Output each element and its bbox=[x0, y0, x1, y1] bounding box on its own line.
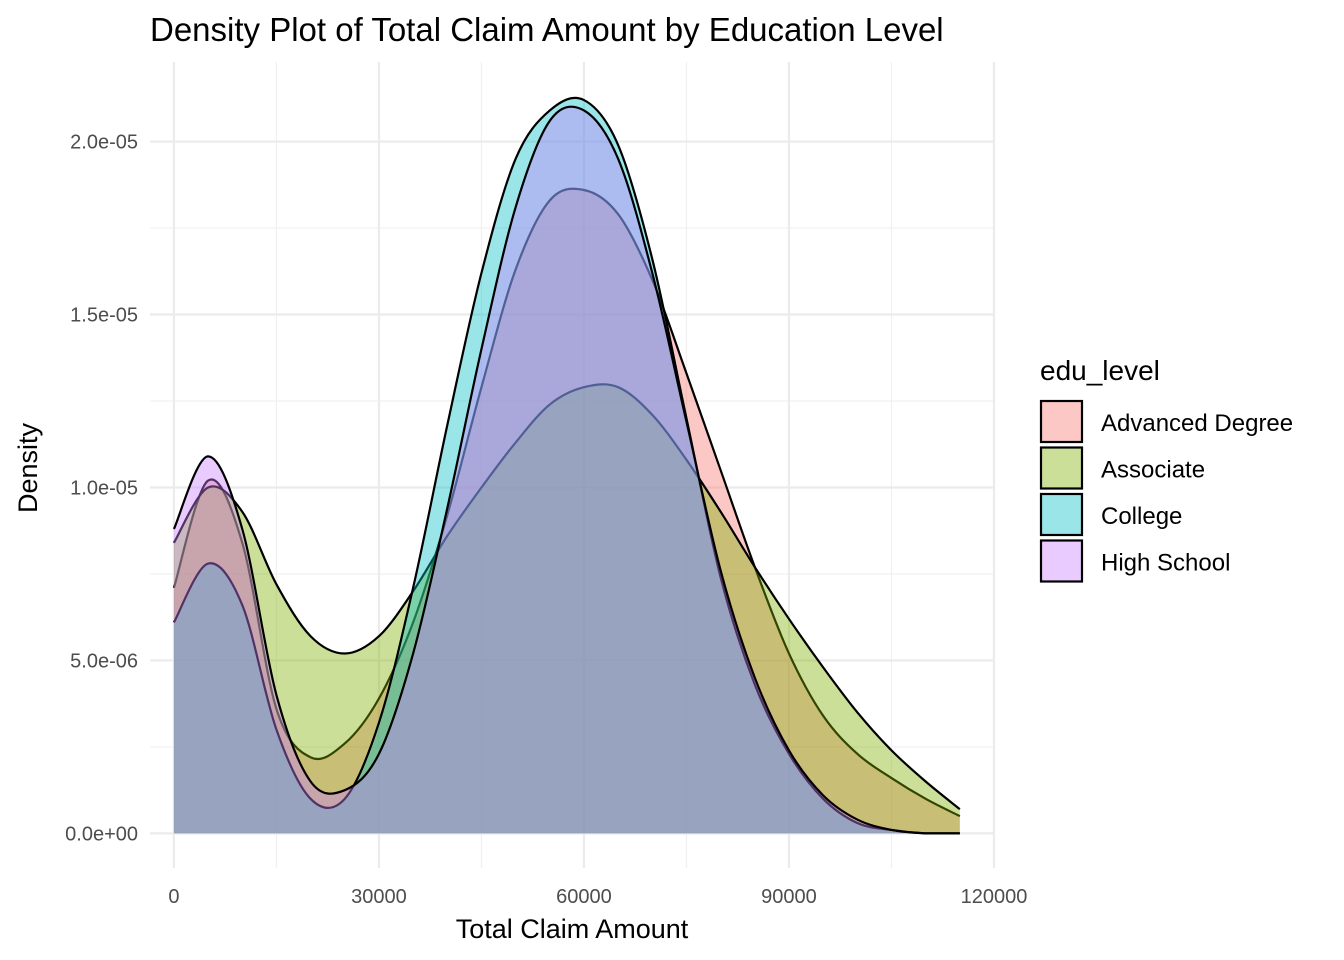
x-tick-label: 120000 bbox=[961, 886, 1028, 908]
density-area-advanced-degree bbox=[173, 188, 960, 834]
density-line-advanced-degree bbox=[172, 187, 961, 818]
y-axis-ticks: 0.0e+00 5.0e-06 1.0e-05 1.5e-05 2.0e-05 bbox=[65, 132, 138, 846]
density-line-associate bbox=[172, 383, 961, 811]
legend-key-high-school bbox=[1039, 539, 1084, 583]
x-axis-label: Total Claim Amount bbox=[456, 914, 689, 944]
density-area-high-school bbox=[173, 106, 960, 834]
density-areas bbox=[172, 96, 961, 835]
y-axis-label: Density bbox=[13, 422, 43, 513]
minor-gridlines bbox=[150, 62, 994, 868]
legend-key-advanced-degree bbox=[1039, 399, 1084, 444]
legend-key-bg bbox=[1041, 494, 1082, 535]
legend-label-college: College bbox=[1101, 503, 1182, 530]
y-tick-label: 2.0e-05 bbox=[70, 132, 138, 154]
legend-label-high-school: High School bbox=[1101, 550, 1230, 577]
density-line-high-school bbox=[172, 105, 960, 835]
x-tick-label: 60000 bbox=[556, 886, 612, 908]
x-axis-ticks: 0 30000 60000 90000 120000 bbox=[168, 886, 1027, 908]
legend-label-associate: Associate bbox=[1101, 457, 1205, 484]
y-tick-label: 1.0e-05 bbox=[70, 477, 138, 499]
density-area-college bbox=[173, 97, 960, 834]
legend-title: edu_level bbox=[1040, 355, 1160, 386]
x-tick-label: 0 bbox=[168, 886, 179, 908]
legend-key-bg bbox=[1041, 540, 1082, 582]
y-tick-label: 5.0e-06 bbox=[70, 650, 138, 672]
legend-key-associate bbox=[1039, 446, 1084, 490]
legend: edu_level Advanced Degree Associate Colleg… bbox=[1039, 355, 1293, 583]
density-line-college bbox=[172, 96, 960, 835]
y-tick-label: 1.5e-05 bbox=[70, 305, 138, 327]
y-tick-label: 0.0e+00 bbox=[65, 823, 138, 845]
legend-items: Advanced Degree Associate College High Scho… bbox=[1039, 399, 1293, 583]
chart-title: Density Plot of Total Claim Amount by Ed… bbox=[150, 11, 944, 48]
legend-key-bg bbox=[1041, 447, 1082, 489]
density-area-associate bbox=[173, 384, 960, 834]
legend-label-advanced-degree: Advanced Degree bbox=[1101, 410, 1293, 437]
legend-key-bg bbox=[1041, 401, 1082, 442]
x-tick-label: 90000 bbox=[761, 886, 817, 908]
major-gridlines bbox=[150, 62, 996, 868]
x-tick-label: 30000 bbox=[351, 886, 407, 908]
legend-key-college bbox=[1039, 492, 1084, 537]
